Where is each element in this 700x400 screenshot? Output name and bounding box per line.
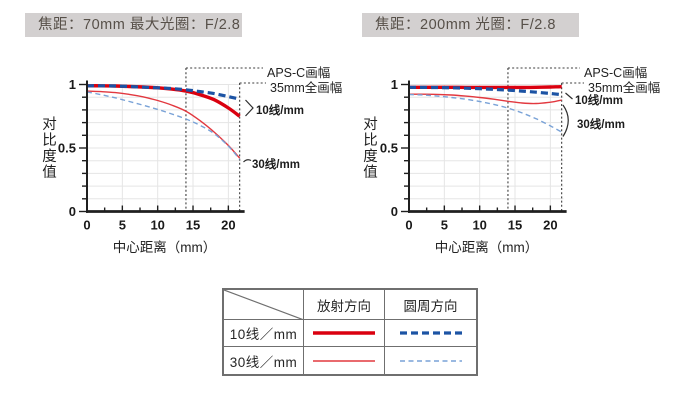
svg-text:10: 10 [150, 218, 164, 233]
svg-text:20: 20 [221, 218, 235, 233]
pointer-30lines-left-icon [243, 159, 252, 163]
y-axis-title-left: 对比度值 [40, 116, 56, 180]
full-frame-label-left: 35mm全画幅 [270, 81, 343, 95]
pointer-10lines-right-icon [565, 92, 573, 100]
bracket-30lines-right-icon [562, 104, 569, 137]
line-label-30lines-right: 30线/mm [577, 119, 625, 131]
svg-text:0.5: 0.5 [58, 141, 76, 156]
legend-row-label-10lines: 10线／mm [224, 320, 304, 347]
chart-title-70mm: 焦距：70mm 最大光圈：F/2.8 [25, 13, 242, 37]
aps-c-frame-label-right: APS-C画幅 [584, 66, 648, 80]
line-sample-10lines-radial [304, 320, 385, 347]
svg-text:15: 15 [186, 218, 200, 233]
line-label-10lines-left: 10线/mm [256, 105, 304, 117]
svg-text:10: 10 [472, 218, 486, 233]
svg-text:0: 0 [391, 204, 398, 219]
aps-c-frame-label-left: APS-C画幅 [267, 66, 331, 80]
svg-text:1: 1 [391, 77, 398, 92]
line-sample-30lines-radial [304, 347, 385, 374]
y-axis-title-right: 对比度值 [361, 116, 377, 180]
svg-text:0.5: 0.5 [380, 141, 398, 156]
legend-row-label-30lines: 30线／mm [224, 347, 304, 374]
mtf-chart-200mm: 1 0.5 00 5 10 15 20 [380, 67, 584, 233]
legend-table: 放射方向 圆周方向 10线／mm 30线／mm [222, 288, 478, 376]
svg-text:0: 0 [405, 218, 412, 233]
full-frame-label-right: 35mm全画幅 [588, 81, 661, 95]
svg-text:5: 5 [119, 218, 126, 233]
bracket-10lines-left-icon [245, 99, 254, 117]
mtf-chart-70mm: 1 0.5 00 5 10 15 20 [58, 67, 266, 233]
svg-text:1: 1 [69, 77, 76, 92]
line-label-10lines-right: 10线/mm [575, 95, 623, 107]
svg-text:20: 20 [543, 218, 557, 233]
diagonal-line-icon [224, 290, 304, 320]
legend-header-circumferential: 圆周方向 [385, 290, 476, 320]
legend-header-radial: 放射方向 [304, 290, 385, 320]
svg-text:15: 15 [508, 218, 522, 233]
x-axis-title-right: 中心距离（mm） [434, 240, 539, 255]
x-axis-title-left: 中心距离（mm） [112, 240, 217, 255]
legend-corner-cell [224, 290, 304, 320]
svg-text:5: 5 [441, 218, 448, 233]
line-label-30lines-left: 30线/mm [252, 159, 300, 171]
line-sample-10lines-circumferential [385, 320, 476, 347]
line-sample-30lines-circumferential [385, 347, 476, 374]
svg-text:0: 0 [69, 204, 76, 219]
svg-text:0: 0 [83, 218, 90, 233]
chart-title-200mm: 焦距：200mm 光圈：F/2.8 [362, 13, 579, 37]
